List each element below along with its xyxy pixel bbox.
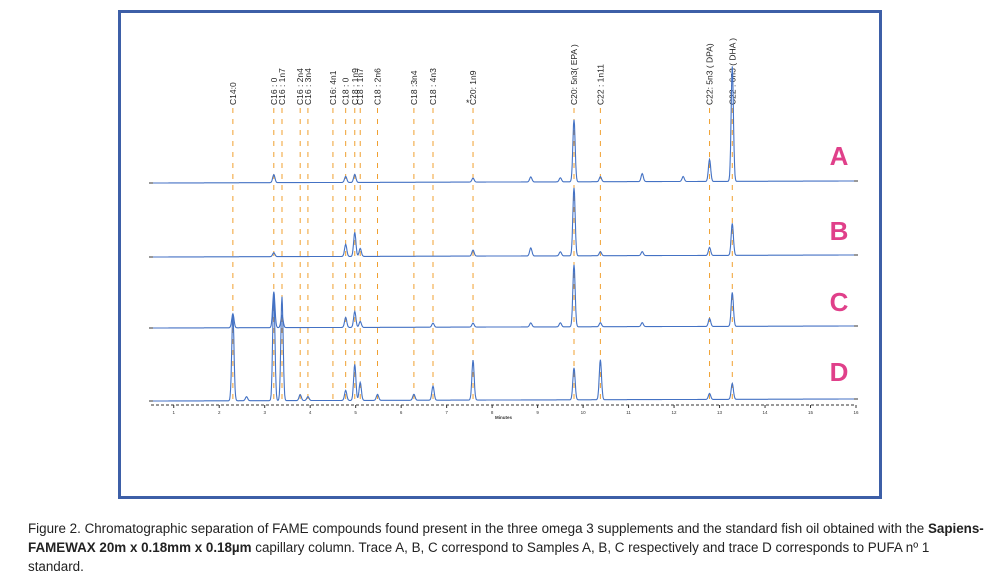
peak-marker-label: C20: 1n9: [468, 70, 478, 105]
peak-marker-label: C18 : 0: [341, 77, 351, 105]
caption-prefix: Figure 2. Chromatographic separation of …: [28, 521, 928, 536]
peak-marker-label: C16 : 1n7: [277, 68, 287, 105]
peak-marker-label: C18 : 1n9: [350, 68, 360, 105]
x-tick-label: 7: [445, 410, 448, 415]
x-tick-label: 11: [626, 410, 631, 415]
x-tick-label: 14: [763, 410, 769, 415]
x-tick-label: 2: [218, 410, 221, 415]
x-tick-label: 5: [354, 410, 357, 415]
peak-marker-label: C16 : 2n4: [295, 68, 305, 105]
chart-frame: C14:0 C16 : 0 C16 : 1n7 C16 : 2n4 C16 : 3n4 C…: [118, 10, 882, 499]
x-tick-label: 8: [491, 410, 494, 415]
figure-caption: Figure 2. Chromatographic separation of …: [28, 519, 988, 576]
peak-marker-label: C20: 5n3( EPA ): [569, 44, 579, 105]
x-tick-label: 1: [172, 410, 175, 415]
caption-bold: Sapiens-FAMEWAX 20m x 0.18mm x 0.18µm: [28, 521, 984, 555]
x-tick-label: 9: [536, 410, 539, 415]
x-tick-label: 3: [263, 410, 266, 415]
trace-line: [151, 66, 856, 184]
trace-label: A: [830, 141, 849, 171]
trace-label: B: [830, 216, 849, 246]
caption-suffix: capillary column. Trace A, B, C correspo…: [28, 540, 930, 574]
trace-label: C: [830, 287, 849, 317]
trace-line: [151, 293, 856, 402]
peak-marker-label: C16: 4n1: [328, 70, 338, 105]
trace-label: D: [830, 357, 849, 387]
x-tick-label: 12: [672, 410, 678, 415]
peak-marker-label: C18 : 4n3: [428, 68, 438, 105]
peak-marker-label: C16 : 0: [269, 77, 279, 105]
peak-marker-label: C22 : 1n11: [595, 64, 605, 105]
x-tick-label: 4: [309, 410, 312, 415]
trace-line: [151, 264, 856, 329]
asterisk-label: *: [466, 98, 470, 108]
peak-marker-label: C18 : 2n6: [373, 68, 383, 105]
x-axis-label: Minutes: [495, 415, 512, 420]
x-tick-label: 15: [808, 410, 814, 415]
peak-marker-label: C18 :3n4: [409, 70, 419, 105]
x-tick-label: 10: [581, 410, 587, 415]
peak-marker-label: C14:0: [228, 82, 238, 105]
peak-marker-label: C18 : 1n7: [355, 68, 365, 105]
x-tick-label: 16: [853, 410, 859, 415]
peak-marker-label: C16 : 3n4: [303, 68, 313, 105]
x-tick-label: 13: [717, 410, 723, 415]
x-tick-label: 6: [400, 410, 403, 415]
peak-marker-label: C22: 5n3 ( DPA): [705, 43, 715, 105]
trace-line: [151, 187, 856, 258]
